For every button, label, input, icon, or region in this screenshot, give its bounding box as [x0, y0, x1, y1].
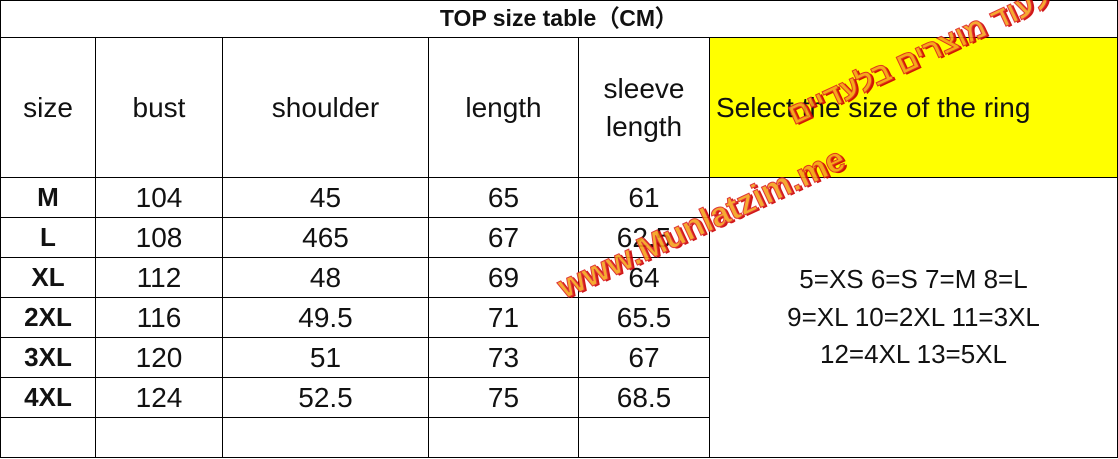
column-header: shoulder — [222, 37, 429, 178]
size-cell: 2XL — [0, 297, 96, 338]
note-line: 12=4XL 13=5XL — [820, 339, 1007, 370]
column-header: sleeve length — [578, 37, 710, 178]
measure-cell: 51 — [222, 337, 429, 378]
empty-cell — [428, 417, 579, 458]
measure-cell: 69 — [428, 257, 579, 298]
measure-cell: 52.5 — [222, 377, 429, 418]
size-cell: L — [0, 217, 96, 258]
note-body: 5=XS 6=S 7=M 8=L 9=XL 10=2XL 11=3XL 12=4XL… — [709, 177, 1118, 458]
measure-cell: 112 — [95, 257, 223, 298]
data-row: L 108 465 67 62.5 — [0, 217, 1118, 258]
data-row: 3XL 120 51 73 67 — [0, 337, 1118, 378]
header-row: size bust shoulder length sleeve length Selec… — [0, 37, 1118, 178]
measure-cell: 64 — [578, 257, 710, 298]
size-cell: 3XL — [0, 337, 96, 378]
column-header: length — [428, 37, 579, 178]
empty-cell — [222, 417, 429, 458]
empty-cell — [95, 417, 223, 458]
empty-cell — [0, 417, 96, 458]
data-row: M 104 45 65 61 5=XS 6=S 7=M 8=L 9=XL 10=2XL 11… — [0, 177, 1118, 458]
note-title: Select the size of the ring — [709, 37, 1118, 178]
measure-cell: 67 — [428, 217, 579, 258]
data-row: 4XL 124 52.5 75 68.5 — [0, 377, 1118, 418]
measure-cell: 465 — [222, 217, 429, 258]
measure-cell: 68.5 — [578, 377, 710, 418]
empty-cell — [578, 417, 710, 458]
measure-cell: 108 — [95, 217, 223, 258]
size-cell: XL — [0, 257, 96, 298]
column-header: bust — [95, 37, 223, 178]
measure-cell: 73 — [428, 337, 579, 378]
measure-cell: 116 — [95, 297, 223, 338]
data-row: XL 112 48 69 64 — [0, 257, 1118, 298]
measure-cell: 65.5 — [578, 297, 710, 338]
size-cell: M — [0, 177, 96, 218]
empty-row — [0, 417, 1118, 458]
note-line: 9=XL 10=2XL 11=3XL — [787, 301, 1040, 332]
measure-cell: 45 — [222, 177, 429, 218]
measure-cell: 104 — [95, 177, 223, 218]
column-header: size — [0, 37, 96, 178]
measure-cell: 67 — [578, 337, 710, 378]
size-cell: 4XL — [0, 377, 96, 418]
measure-cell: 124 — [95, 377, 223, 418]
measure-cell: 75 — [428, 377, 579, 418]
measure-cell: 65 — [428, 177, 579, 218]
measure-cell: 62.5 — [578, 217, 710, 258]
measure-cell: 71 — [428, 297, 579, 338]
note-line: 5=XS 6=S 7=M 8=L — [799, 263, 1028, 294]
measure-cell: 48 — [222, 257, 429, 298]
measure-cell: 120 — [95, 337, 223, 378]
table-title: TOP size table（CM） — [0, 0, 1118, 38]
measure-cell: 49.5 — [222, 297, 429, 338]
title-row: TOP size table（CM） — [0, 0, 1118, 38]
measure-cell: 61 — [578, 177, 710, 218]
